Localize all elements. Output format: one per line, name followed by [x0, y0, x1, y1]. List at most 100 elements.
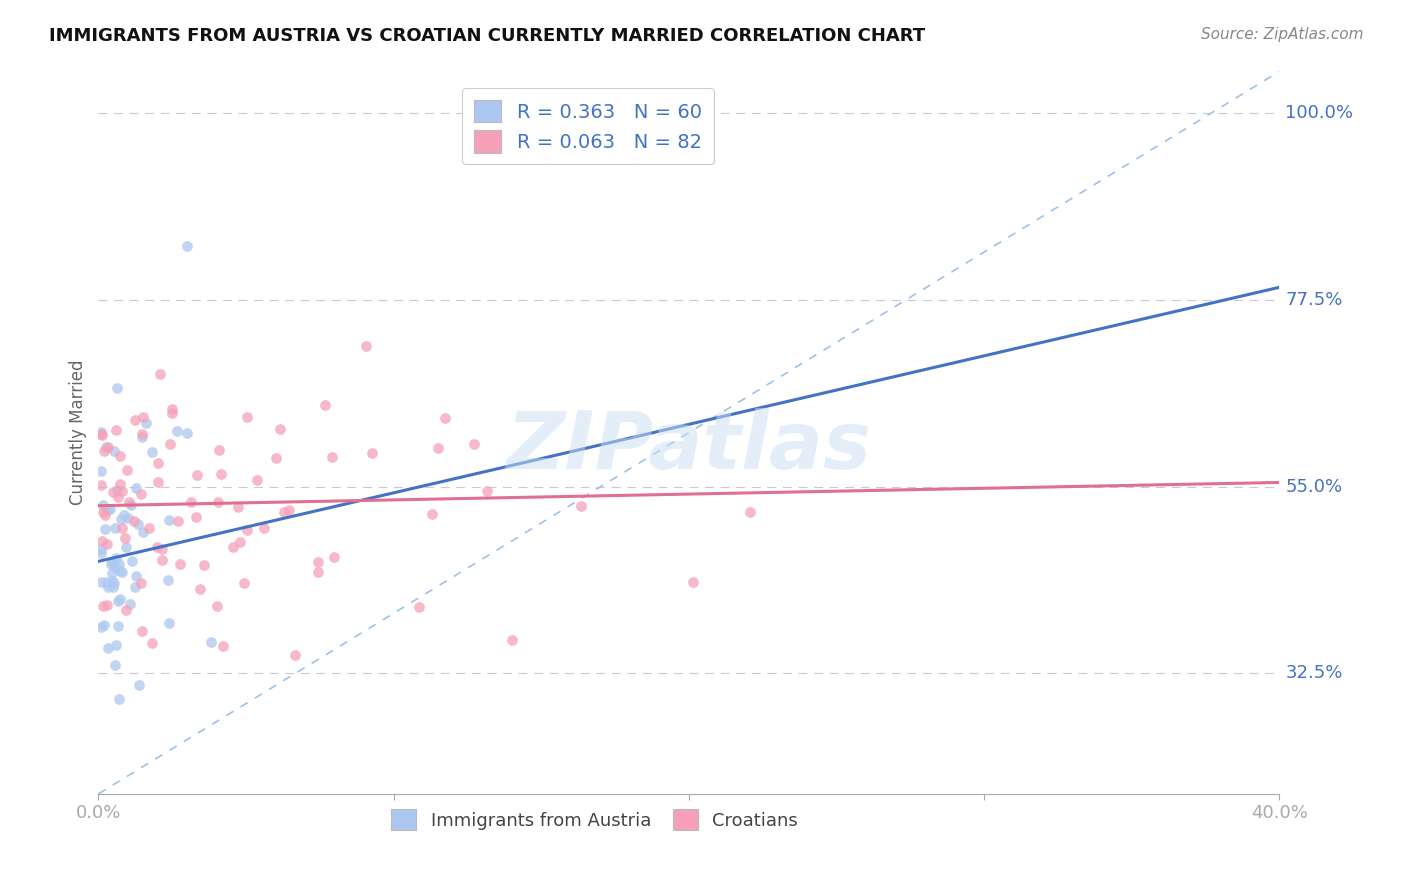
Point	[138, 521, 160, 535]
Point	[475, 483, 498, 498]
Point	[110, 511, 132, 525]
Point	[90, 426, 112, 441]
Point	[97, 641, 120, 656]
Point	[90, 465, 112, 479]
Point	[314, 398, 336, 412]
Point	[146, 456, 169, 470]
Point	[229, 535, 252, 549]
Point	[124, 413, 146, 427]
Text: 55.0%: 55.0%	[1285, 477, 1343, 496]
Point	[162, 406, 184, 420]
Point	[420, 507, 443, 521]
Point	[323, 549, 346, 564]
Text: Source: ZipAtlas.com: Source: ZipAtlas.com	[1201, 27, 1364, 42]
Point	[145, 541, 167, 555]
Point	[104, 658, 127, 673]
Point	[264, 450, 287, 465]
Point	[97, 440, 120, 454]
Point	[186, 509, 208, 524]
Point	[501, 632, 523, 647]
Point	[118, 598, 141, 612]
Point	[127, 517, 149, 532]
Point	[90, 428, 112, 442]
Point	[131, 430, 153, 444]
Point	[111, 565, 134, 579]
Point	[101, 566, 124, 580]
Point	[110, 564, 132, 578]
Point	[135, 416, 157, 430]
Point	[118, 495, 141, 509]
Point	[97, 501, 120, 516]
Point	[253, 521, 276, 535]
Point	[93, 617, 115, 632]
Point	[101, 574, 124, 588]
Point	[146, 475, 169, 489]
Point	[105, 639, 128, 653]
Point	[110, 521, 132, 535]
Point	[167, 514, 190, 528]
Point	[104, 423, 127, 437]
Point	[91, 599, 114, 613]
Point	[159, 436, 181, 450]
Point	[434, 411, 457, 425]
Point	[98, 501, 121, 516]
Point	[141, 445, 163, 459]
Point	[205, 599, 228, 613]
Point	[122, 515, 145, 529]
Point	[115, 603, 138, 617]
Text: ZIPatlas: ZIPatlas	[506, 408, 872, 486]
Point	[160, 401, 183, 416]
Point	[103, 444, 125, 458]
Point	[90, 574, 112, 589]
Point	[180, 495, 202, 509]
Point	[90, 546, 112, 560]
Point	[124, 580, 146, 594]
Point	[208, 442, 231, 457]
Legend: Immigrants from Austria, Croatians: Immigrants from Austria, Croatians	[382, 800, 807, 839]
Point	[90, 425, 112, 440]
Point	[212, 639, 235, 653]
Point	[207, 495, 229, 509]
Point	[232, 575, 254, 590]
Y-axis label: Currently Married: Currently Married	[69, 359, 87, 506]
Text: 32.5%: 32.5%	[1285, 665, 1343, 682]
Point	[108, 557, 131, 571]
Point	[408, 600, 430, 615]
Point	[169, 558, 191, 572]
Point	[108, 477, 131, 491]
Point	[103, 576, 125, 591]
Point	[91, 499, 114, 513]
Point	[269, 422, 291, 436]
Point	[131, 426, 153, 441]
Point	[141, 636, 163, 650]
Point	[111, 483, 134, 498]
Text: 77.5%: 77.5%	[1285, 291, 1343, 309]
Point	[361, 446, 384, 460]
Point	[93, 443, 115, 458]
Point	[682, 574, 704, 589]
Point	[96, 598, 118, 612]
Point	[283, 648, 305, 663]
Point	[236, 523, 259, 537]
Point	[108, 449, 131, 463]
Text: 100.0%: 100.0%	[1285, 103, 1354, 122]
Point	[107, 490, 129, 504]
Point	[307, 565, 329, 579]
Point	[200, 635, 222, 649]
Point	[132, 410, 155, 425]
Point	[209, 467, 232, 481]
Point	[104, 521, 127, 535]
Point	[117, 511, 139, 525]
Point	[115, 462, 138, 476]
Point	[112, 508, 135, 522]
Point	[97, 580, 120, 594]
Point	[94, 440, 117, 454]
Point	[110, 591, 132, 606]
Point	[128, 678, 150, 692]
Point	[121, 554, 143, 568]
Point	[188, 582, 211, 596]
Point	[157, 574, 180, 588]
Point	[149, 368, 172, 382]
Point	[101, 580, 124, 594]
Point	[738, 505, 761, 519]
